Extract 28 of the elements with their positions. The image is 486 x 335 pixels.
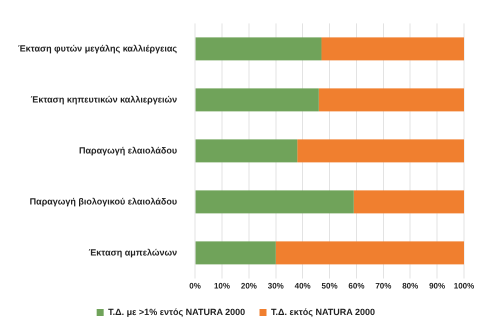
x-tick-label: 60%: [348, 281, 364, 290]
bar: [297, 139, 464, 162]
x-tick-label: 80%: [402, 281, 418, 290]
bar: [196, 190, 354, 214]
x-tick-label: 50%: [322, 281, 338, 290]
y-tick-label: Έκταση κηπευτικών καλλιεργειών: [30, 94, 178, 104]
x-tick-label: 0%: [189, 281, 201, 290]
x-tick-label: 10%: [214, 281, 230, 290]
bar: [354, 190, 464, 214]
y-tick-label: Έκταση φυτών μεγάλης καλλιέργειας: [18, 43, 178, 54]
bar: [196, 88, 319, 112]
x-tick-label: 40%: [294, 281, 311, 290]
bar: [276, 241, 464, 264]
x-tick-label: 30%: [268, 281, 284, 290]
x-tick-label: 20%: [240, 281, 257, 290]
x-tick-label: 100%: [454, 281, 474, 290]
bar: [196, 241, 276, 264]
y-tick-label: Παραγωγή βιολογικού ελαιολάδου: [30, 196, 178, 206]
x-tick-label: 90%: [429, 281, 446, 290]
x-tick-label: 70%: [375, 281, 392, 290]
legend-label: Τ.Δ. εκτός NATURA 2000: [271, 306, 375, 317]
bar: [196, 139, 298, 162]
bar: [196, 37, 322, 60]
bar: [321, 37, 464, 60]
bar: [318, 88, 464, 112]
y-tick-label: Παραγωγή ελαιολάδου: [79, 145, 178, 156]
legend-label: Τ.Δ. με >1% εντός NATURA 2000: [108, 306, 246, 317]
y-tick-label: Έκταση αμπελώνων: [88, 247, 178, 258]
